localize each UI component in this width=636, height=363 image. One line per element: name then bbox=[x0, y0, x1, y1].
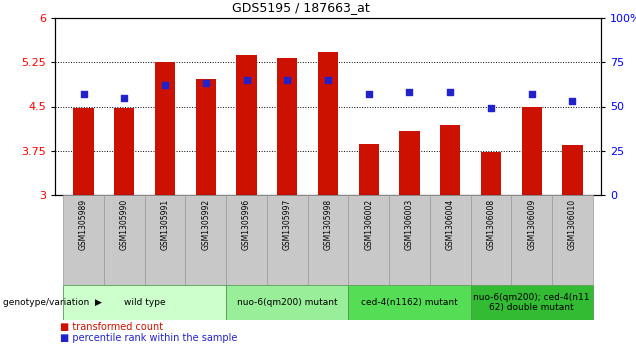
Text: nuo-6(qm200); ced-4(n11
62) double mutant: nuo-6(qm200); ced-4(n11 62) double mutan… bbox=[473, 293, 590, 312]
Bar bbox=[155, 62, 175, 195]
Text: GSM1306009: GSM1306009 bbox=[527, 199, 536, 250]
Point bbox=[404, 89, 415, 95]
Point bbox=[201, 81, 211, 86]
Bar bbox=[349, 285, 471, 320]
Text: GSM1305990: GSM1305990 bbox=[120, 199, 128, 250]
Point bbox=[364, 91, 374, 97]
Bar bbox=[511, 195, 552, 285]
Bar bbox=[277, 57, 298, 195]
Bar bbox=[522, 107, 542, 195]
Bar bbox=[552, 195, 593, 285]
Point bbox=[486, 105, 496, 111]
Bar bbox=[196, 79, 216, 195]
Text: GSM1305998: GSM1305998 bbox=[324, 199, 333, 250]
Bar bbox=[237, 55, 257, 195]
Bar bbox=[308, 195, 349, 285]
Bar bbox=[389, 195, 430, 285]
Bar bbox=[471, 285, 593, 320]
Text: GDS5195 / 187663_at: GDS5195 / 187663_at bbox=[232, 1, 370, 15]
Text: GSM1305989: GSM1305989 bbox=[79, 199, 88, 250]
Text: wild type: wild type bbox=[124, 298, 165, 307]
Text: GSM1306003: GSM1306003 bbox=[405, 199, 414, 250]
Point bbox=[527, 91, 537, 97]
Bar bbox=[144, 195, 185, 285]
Bar bbox=[359, 144, 379, 195]
Point bbox=[119, 95, 129, 101]
Bar bbox=[440, 125, 460, 195]
Bar bbox=[481, 152, 501, 195]
Text: ced-4(n1162) mutant: ced-4(n1162) mutant bbox=[361, 298, 458, 307]
Bar bbox=[73, 108, 93, 195]
Text: GSM1306010: GSM1306010 bbox=[568, 199, 577, 250]
Point bbox=[445, 89, 455, 95]
Bar bbox=[471, 195, 511, 285]
Bar bbox=[114, 108, 134, 195]
Bar bbox=[63, 285, 226, 320]
Point bbox=[567, 98, 577, 104]
Point bbox=[282, 77, 293, 83]
Bar bbox=[104, 195, 144, 285]
Bar bbox=[185, 195, 226, 285]
Point bbox=[242, 77, 252, 83]
Point bbox=[160, 82, 170, 88]
Bar bbox=[267, 195, 308, 285]
Text: ■ percentile rank within the sample: ■ percentile rank within the sample bbox=[60, 333, 237, 343]
Text: genotype/variation  ▶: genotype/variation ▶ bbox=[3, 298, 102, 307]
Bar bbox=[349, 195, 389, 285]
Text: GSM1306004: GSM1306004 bbox=[446, 199, 455, 250]
Bar bbox=[318, 52, 338, 195]
Point bbox=[323, 77, 333, 83]
Bar bbox=[226, 195, 267, 285]
Bar bbox=[63, 195, 104, 285]
Bar bbox=[226, 285, 349, 320]
Text: nuo-6(qm200) mutant: nuo-6(qm200) mutant bbox=[237, 298, 338, 307]
Text: GSM1306008: GSM1306008 bbox=[487, 199, 495, 250]
Text: GSM1306002: GSM1306002 bbox=[364, 199, 373, 250]
Text: GSM1305996: GSM1305996 bbox=[242, 199, 251, 250]
Bar bbox=[399, 131, 420, 195]
Text: ■ transformed count: ■ transformed count bbox=[60, 322, 163, 332]
Bar bbox=[430, 195, 471, 285]
Text: GSM1305991: GSM1305991 bbox=[160, 199, 170, 250]
Point bbox=[78, 91, 88, 97]
Text: GSM1305997: GSM1305997 bbox=[283, 199, 292, 250]
Bar bbox=[562, 145, 583, 195]
Text: GSM1305992: GSM1305992 bbox=[201, 199, 211, 250]
